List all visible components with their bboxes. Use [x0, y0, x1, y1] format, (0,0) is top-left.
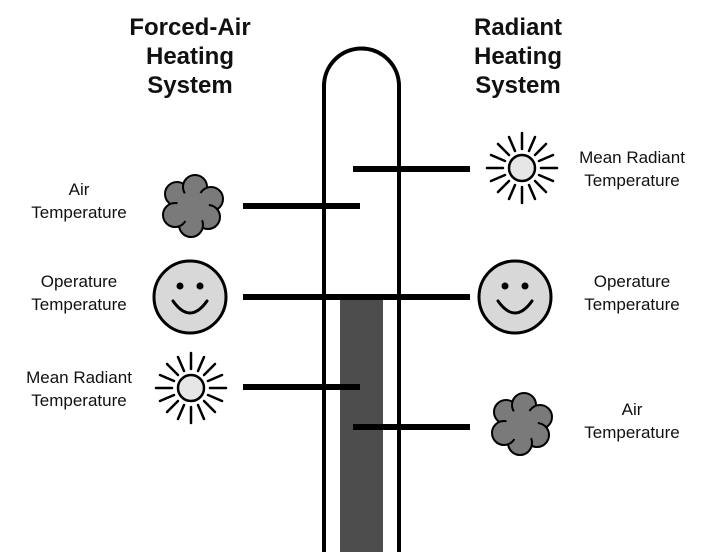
- smiley-face-icon: [477, 259, 553, 335]
- label-line: Air: [68, 180, 90, 199]
- forced-air-heading: Forced-Air Heating System: [110, 13, 270, 100]
- forced-air-heading-line-3: System: [147, 72, 233, 99]
- label-line: Operature: [40, 272, 118, 291]
- right-air-temperature-label: Air Temperature: [565, 398, 699, 444]
- label-line: Temperature: [31, 203, 127, 222]
- left-mean-radiant-temperature-label: Mean Radiant Temperature: [14, 366, 144, 412]
- sun-icon: [154, 351, 228, 425]
- label-line: Mean Radiant: [26, 368, 132, 387]
- label-line: Air: [621, 400, 643, 419]
- cloud-icon: [162, 174, 224, 238]
- cloud-icon: [491, 392, 553, 456]
- label-line: Temperature: [584, 171, 680, 190]
- sun-icon: [485, 131, 559, 205]
- forced-air-heading-line-2: Heating: [145, 43, 234, 70]
- thermometer: [322, 46, 401, 552]
- radiant-heading: Radiant Heating System: [448, 13, 588, 100]
- label-line: Mean Radiant: [579, 148, 685, 167]
- right-operature-temperature-label: Operature Temperature: [565, 270, 699, 316]
- radiant-heading-line-2: Heating: [473, 43, 562, 70]
- label-line: Temperature: [31, 295, 127, 314]
- radiant-heading-line-3: System: [475, 72, 561, 99]
- label-line: Temperature: [31, 391, 127, 410]
- label-line: Temperature: [584, 295, 680, 314]
- left-operature-temperature-label: Operature Temperature: [14, 270, 144, 316]
- thermometer-tube: [322, 46, 401, 552]
- smiley-face-icon: [152, 259, 228, 335]
- label-line: Operature: [593, 272, 671, 291]
- radiant-heading-line-1: Radiant: [473, 14, 562, 41]
- label-line: Temperature: [584, 423, 680, 442]
- forced-air-heading-line-1: Forced-Air: [129, 14, 251, 41]
- indicator-lines: [243, 166, 470, 430]
- left-air-temperature-label: Air Temperature: [14, 178, 144, 224]
- right-mean-radiant-temperature-label: Mean Radiant Temperature: [565, 146, 699, 192]
